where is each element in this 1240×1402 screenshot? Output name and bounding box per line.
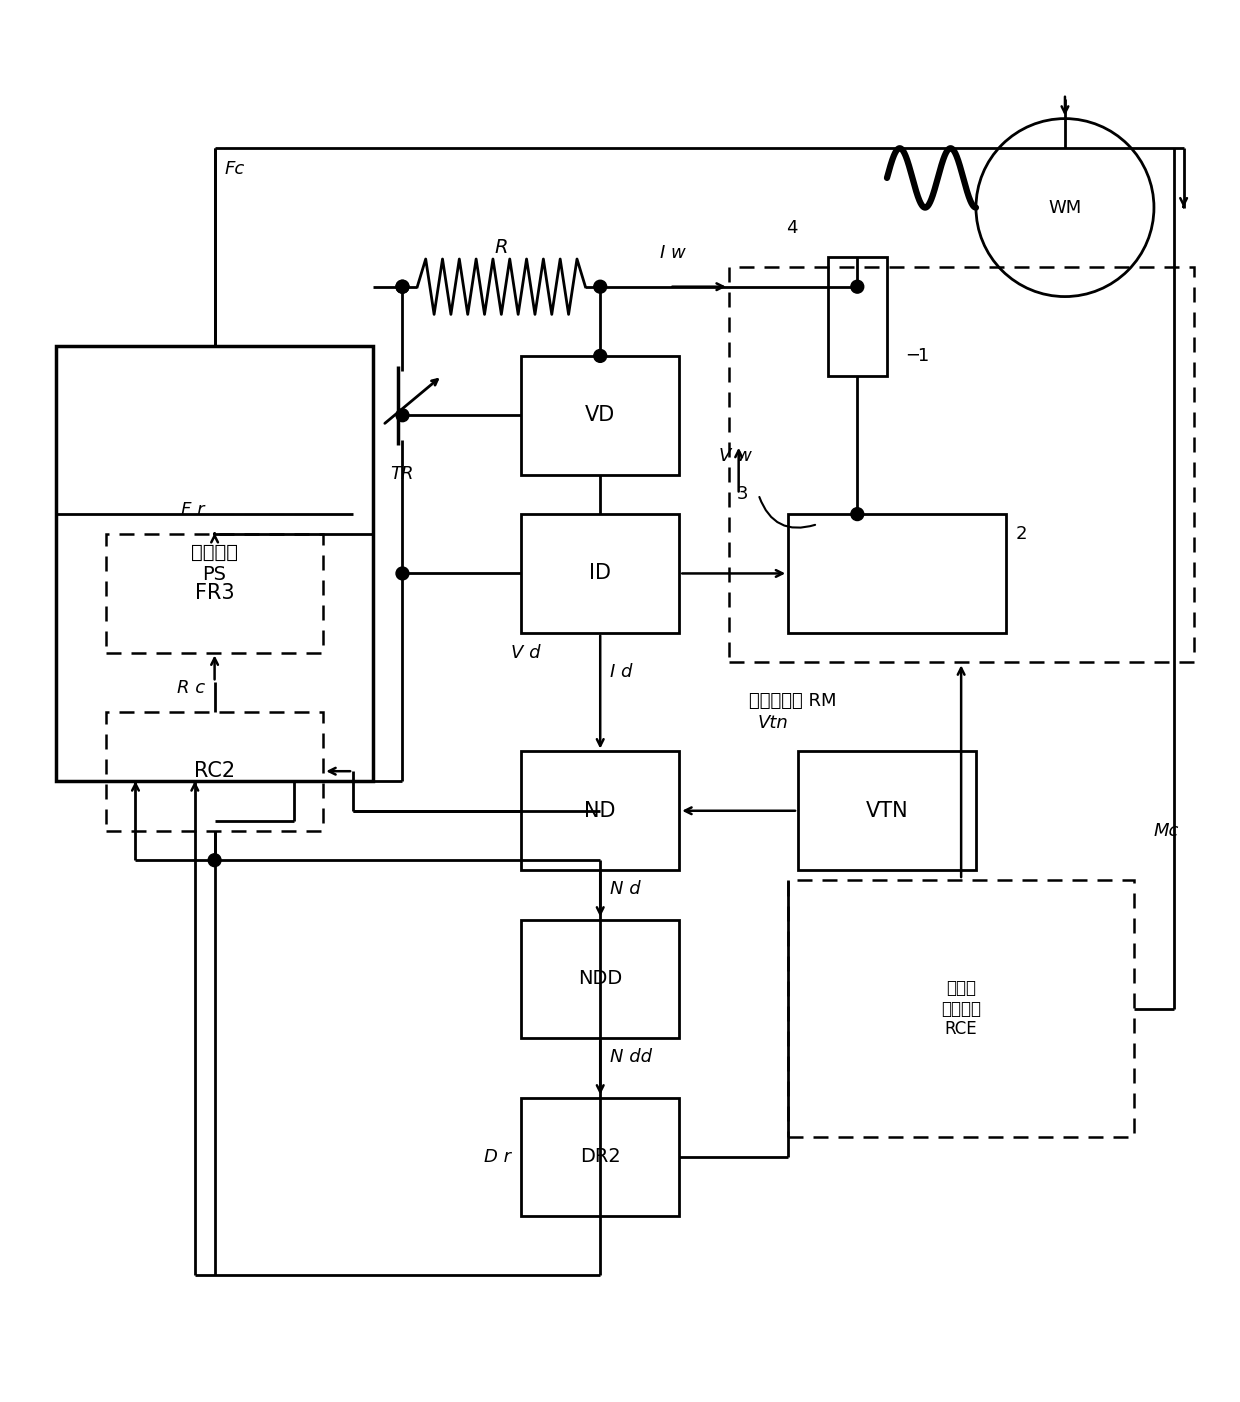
Bar bbox=[789, 880, 1135, 1137]
Text: 焊接电源
PS: 焊接电源 PS bbox=[191, 543, 238, 585]
Text: ND: ND bbox=[584, 801, 616, 820]
Text: 4: 4 bbox=[786, 219, 799, 237]
Circle shape bbox=[594, 349, 606, 362]
Bar bbox=[521, 356, 680, 474]
Text: N d: N d bbox=[610, 880, 641, 897]
Text: N dd: N dd bbox=[610, 1049, 652, 1066]
Text: WM: WM bbox=[1048, 199, 1081, 216]
Text: 机器人
控制装置
RCE: 机器人 控制装置 RCE bbox=[941, 979, 981, 1039]
Bar bbox=[799, 751, 976, 871]
Text: TR: TR bbox=[391, 464, 414, 482]
Circle shape bbox=[851, 508, 864, 520]
Bar bbox=[789, 515, 1006, 632]
Text: 3: 3 bbox=[737, 485, 749, 503]
Text: I d: I d bbox=[610, 663, 632, 681]
Bar bbox=[56, 346, 373, 781]
Circle shape bbox=[594, 280, 606, 293]
Bar bbox=[105, 712, 324, 830]
Text: FR3: FR3 bbox=[195, 583, 234, 603]
Text: DR2: DR2 bbox=[580, 1147, 620, 1166]
Text: Vtn: Vtn bbox=[758, 714, 789, 732]
Bar bbox=[521, 751, 680, 871]
Text: 机器人本体 RM: 机器人本体 RM bbox=[749, 693, 836, 709]
Circle shape bbox=[396, 409, 409, 422]
Circle shape bbox=[396, 280, 409, 293]
Text: VTN: VTN bbox=[866, 801, 908, 820]
Text: ─1: ─1 bbox=[906, 346, 929, 365]
Text: I w: I w bbox=[660, 244, 686, 262]
Text: NDD: NDD bbox=[578, 969, 622, 988]
Bar bbox=[521, 1098, 680, 1216]
Bar bbox=[105, 534, 324, 652]
Bar bbox=[521, 515, 680, 632]
Text: V d: V d bbox=[511, 644, 541, 662]
Text: Fc: Fc bbox=[224, 160, 244, 178]
Text: R c: R c bbox=[176, 679, 205, 697]
Text: ID: ID bbox=[589, 564, 611, 583]
Text: V w: V w bbox=[719, 447, 751, 464]
Circle shape bbox=[851, 280, 864, 293]
Text: 2: 2 bbox=[1016, 524, 1027, 543]
Bar bbox=[729, 266, 1194, 662]
Circle shape bbox=[396, 280, 409, 293]
Text: R: R bbox=[495, 238, 508, 257]
Circle shape bbox=[396, 566, 409, 580]
Bar bbox=[827, 257, 887, 376]
Text: RC2: RC2 bbox=[193, 761, 236, 781]
Circle shape bbox=[208, 854, 221, 866]
Bar bbox=[521, 920, 680, 1037]
Text: F r: F r bbox=[181, 501, 205, 519]
Text: Mc: Mc bbox=[1154, 822, 1179, 840]
Text: VD: VD bbox=[585, 405, 615, 425]
Text: D r: D r bbox=[485, 1148, 511, 1166]
